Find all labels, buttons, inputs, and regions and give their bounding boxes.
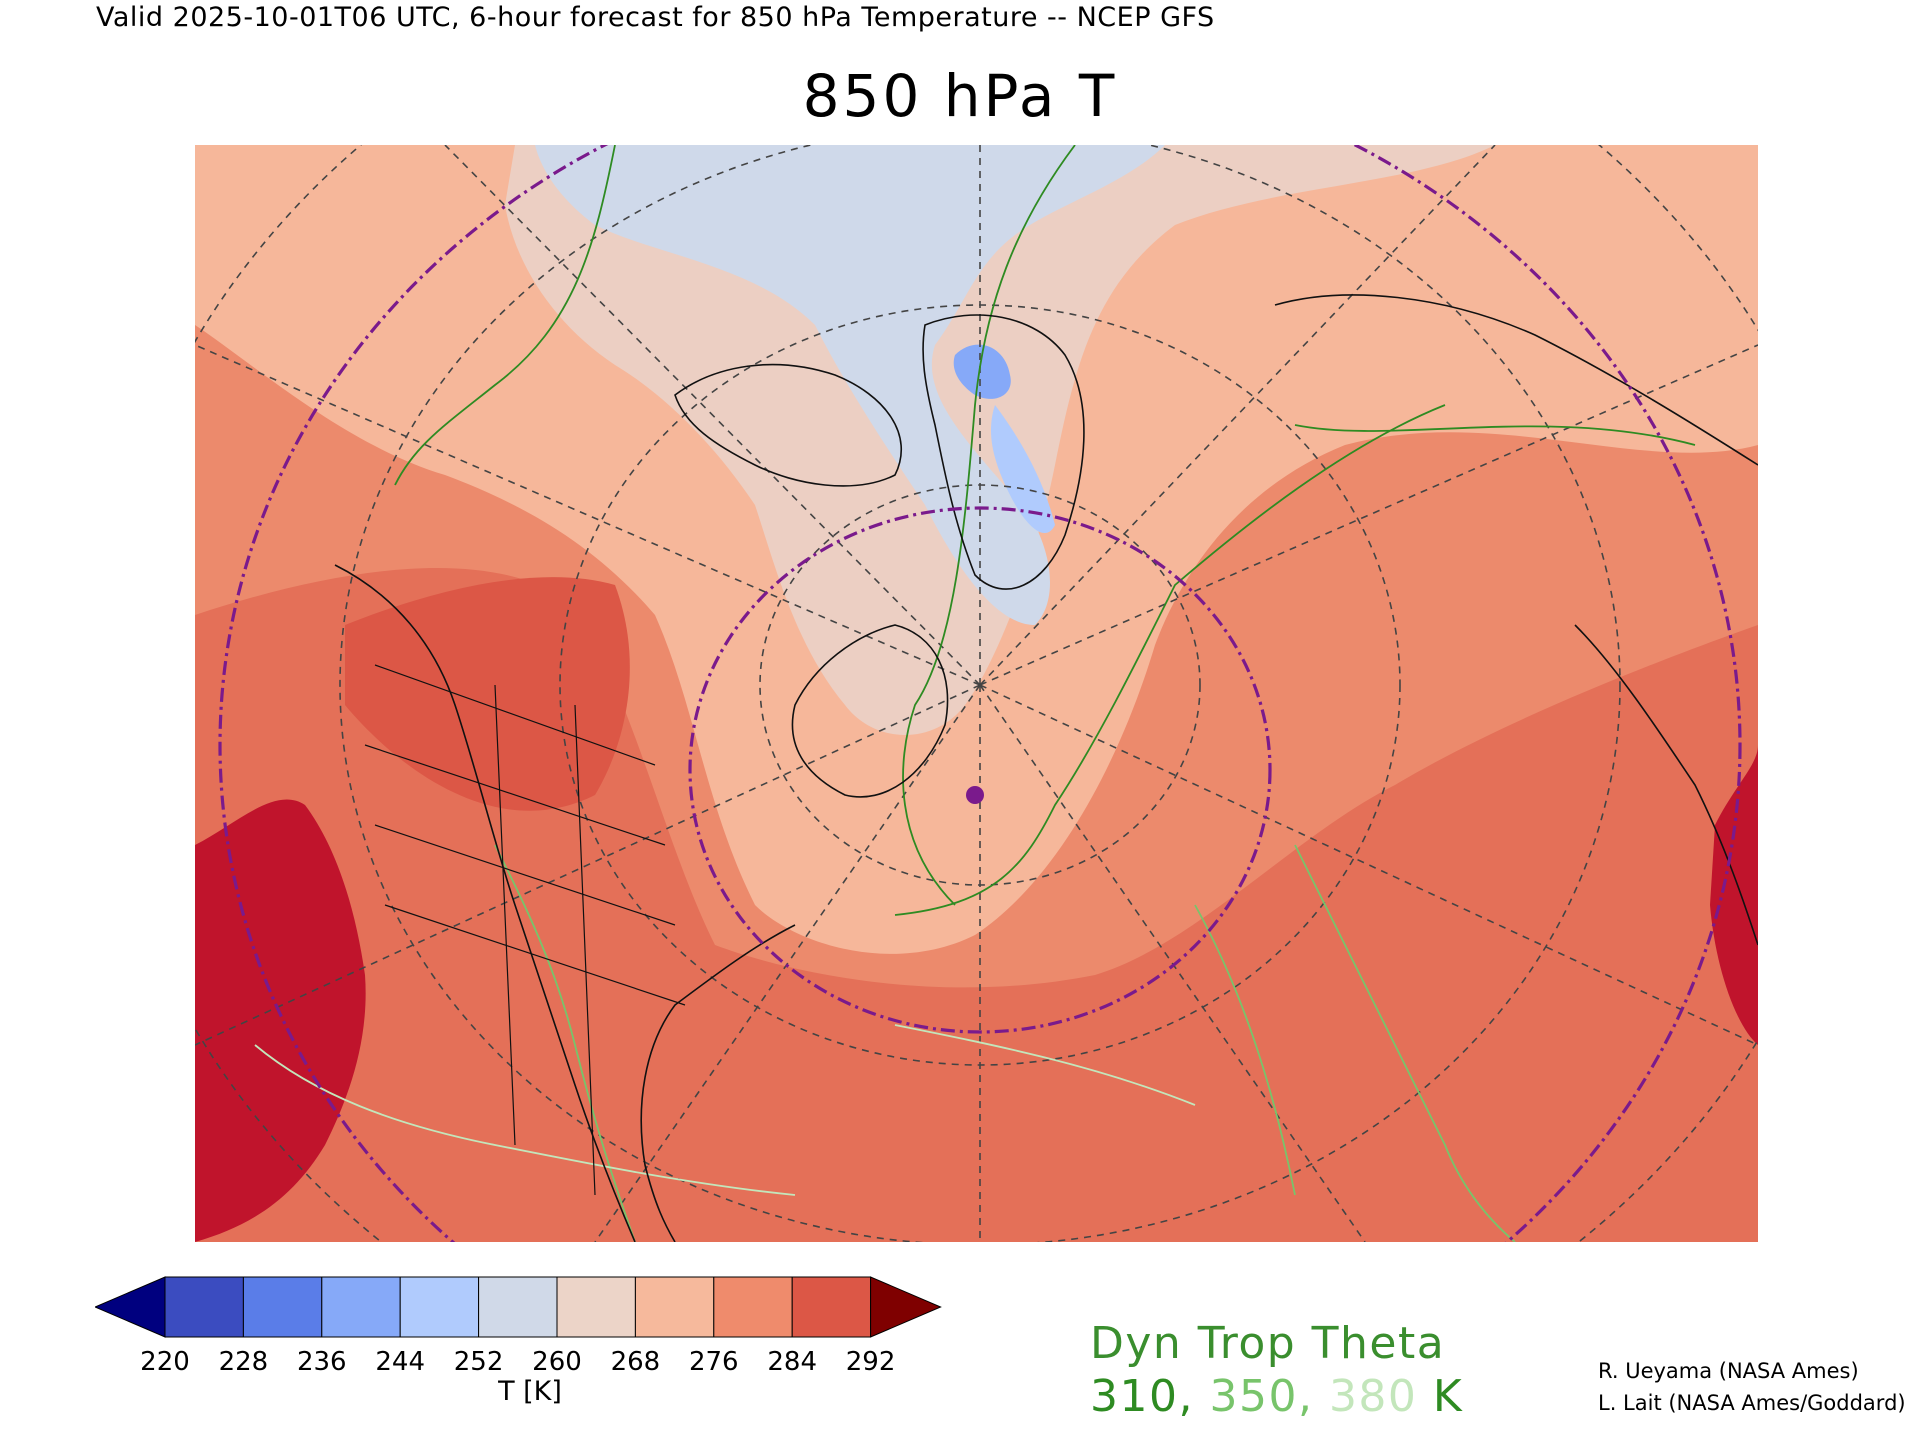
latitude-circle bbox=[339, 145, 1621, 1242]
colorbar-swatch bbox=[164, 1276, 244, 1338]
colorbar-tick-label: 236 bbox=[297, 1347, 347, 1377]
colorbar-swatch bbox=[242, 1276, 323, 1338]
colorbar-tick-label: 268 bbox=[611, 1347, 661, 1377]
colorbar-swatch bbox=[399, 1276, 480, 1338]
colorbar-swatch bbox=[321, 1276, 401, 1338]
graticule bbox=[195, 145, 1758, 1242]
center-marker bbox=[966, 786, 984, 804]
zone-260 bbox=[535, 145, 1165, 625]
legend-value: , bbox=[1297, 1371, 1329, 1422]
coastlines bbox=[334, 294, 1758, 1242]
legend-value: 310 bbox=[1090, 1371, 1179, 1422]
colorbar-tick-label: 220 bbox=[140, 1347, 190, 1377]
colorbar-label: T [K] bbox=[497, 1376, 562, 1405]
legend-value: 380 bbox=[1328, 1371, 1418, 1422]
colorbar-tick-label: 228 bbox=[219, 1347, 269, 1377]
greenland-coast bbox=[922, 314, 1085, 590]
eurasia-coast bbox=[1274, 294, 1758, 466]
colorbar-tick-label: 244 bbox=[375, 1347, 425, 1377]
theta-contour-310 bbox=[1294, 424, 1696, 446]
colorbar-tick-label: 284 bbox=[767, 1347, 817, 1377]
colorbar-swatch bbox=[634, 1276, 715, 1338]
zone-hot-north bbox=[345, 577, 630, 811]
meridian bbox=[195, 684, 981, 1046]
colorbar-tick-label: 252 bbox=[454, 1347, 504, 1377]
theta-contour-350 bbox=[494, 844, 636, 1242]
colorbar-over-arrow bbox=[870, 1276, 942, 1338]
zone-252b bbox=[990, 405, 1055, 534]
outer-circle bbox=[218, 145, 1742, 1242]
theta-contour-310 bbox=[902, 145, 1076, 906]
legend-title: Dyn Trop Theta bbox=[1090, 1318, 1446, 1369]
credit-line: L. Lait (NASA Ames/Goddard) bbox=[1598, 1391, 1906, 1415]
north-america-coast bbox=[640, 924, 796, 1242]
zone-hot-east bbox=[1710, 745, 1758, 1045]
credits: R. Ueyama (NASA Ames) L. Lait (NASA Ames… bbox=[1598, 1355, 1906, 1419]
contour-legend: Dyn Trop Theta 310, 350, 380 K bbox=[1090, 1318, 1463, 1422]
temperature-map bbox=[195, 145, 1758, 1242]
theta-contour-350 bbox=[1194, 904, 1296, 1196]
colorbar: 220 228 236 244 252 260 268 276 284 292 T [K] bbox=[95, 1276, 942, 1405]
theta-contour-310 bbox=[394, 145, 616, 486]
meridian bbox=[979, 344, 1758, 686]
temperature-field bbox=[195, 145, 1758, 1242]
valid-time-header: Valid 2025-10-01T06 UTC, 6-hour forecast… bbox=[96, 2, 1215, 33]
eurasia-coast bbox=[1574, 624, 1758, 946]
legend-value: 350 bbox=[1209, 1371, 1298, 1422]
reference-circles bbox=[218, 145, 1742, 1242]
colorbar-tick-label: 292 bbox=[846, 1347, 896, 1377]
colorbar-swatch bbox=[713, 1276, 793, 1338]
meridian bbox=[979, 684, 1366, 1242]
theta-contour-310 bbox=[894, 404, 1446, 916]
colorbar-swatch bbox=[791, 1276, 872, 1338]
arctic-islands bbox=[674, 363, 903, 487]
colorbar-under-arrow bbox=[95, 1276, 166, 1338]
north-america-coast bbox=[334, 564, 636, 1242]
theta-contour-350 bbox=[1294, 844, 1516, 1242]
zone-252 bbox=[953, 344, 1011, 399]
credit-line: R. Ueyama (NASA Ames) bbox=[1598, 1359, 1859, 1383]
legend-values: 310, 350, 380 K bbox=[1090, 1371, 1463, 1422]
hudson-bay-coast bbox=[791, 624, 949, 798]
meridian bbox=[594, 684, 981, 1242]
state-borders bbox=[364, 664, 686, 1196]
colorbar-swatches bbox=[95, 1276, 942, 1338]
theta-contour-380 bbox=[894, 1024, 1196, 1106]
inner-circle bbox=[688, 506, 1272, 1034]
zone-hot-west bbox=[195, 799, 366, 1242]
colorbar-tick-label: 260 bbox=[532, 1347, 582, 1377]
colorbar-ticks: 220 228 236 244 252 260 268 276 284 292 bbox=[140, 1347, 895, 1377]
meridian bbox=[444, 145, 981, 686]
colorbar-swatch bbox=[478, 1276, 558, 1338]
legend-value: , bbox=[1178, 1371, 1210, 1422]
colorbar-swatch bbox=[556, 1276, 636, 1338]
legend-value: K bbox=[1417, 1371, 1464, 1422]
colorbar-tick-label: 276 bbox=[689, 1347, 739, 1377]
map-title: 850 hPa T bbox=[802, 62, 1118, 130]
